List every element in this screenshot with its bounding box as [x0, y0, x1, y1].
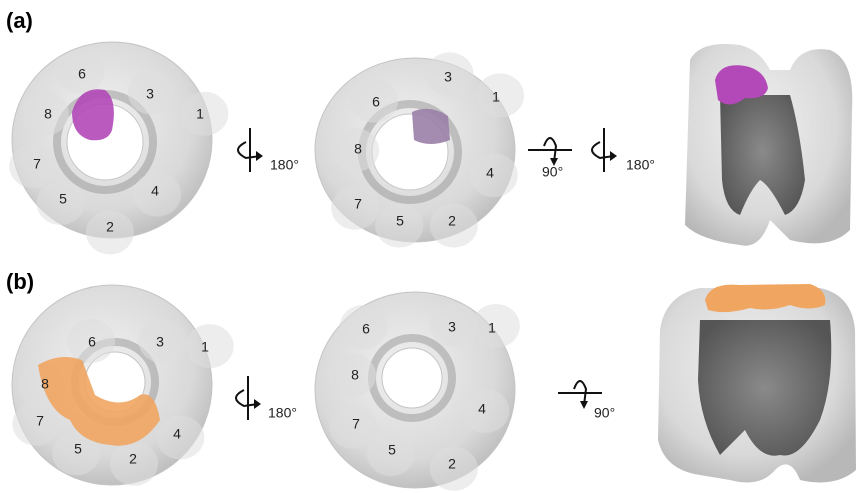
subunit-label: 6: [372, 94, 380, 110]
arrow-head: [256, 151, 263, 161]
subunit-label: 6: [78, 66, 86, 82]
subunit-label: 5: [396, 213, 404, 229]
subunit-lobe: [476, 73, 524, 117]
subunit-lobe: [186, 324, 234, 368]
subunit-label: 5: [388, 442, 396, 458]
subunit-label: 2: [448, 456, 456, 472]
density-maps: [9, 42, 856, 491]
subunit-label: 5: [59, 191, 67, 207]
subunit-label: 1: [196, 106, 204, 122]
rotation-label: 180°: [270, 157, 299, 173]
subunit-label: 4: [151, 183, 159, 199]
subunit-label: 2: [106, 219, 114, 235]
subunit-label: 2: [448, 213, 456, 229]
ligand-density: [705, 284, 825, 312]
rotation-label: 180°: [626, 157, 655, 173]
subunit-label: 1: [492, 89, 500, 105]
subunit-label: 7: [36, 413, 44, 429]
subunit-label: 3: [444, 69, 452, 85]
subunit-label: 8: [354, 141, 362, 157]
rotation-label: 90°: [594, 405, 615, 421]
subunit-label: 6: [362, 321, 370, 337]
subunit-label: 8: [44, 106, 52, 122]
rotation-label: 90°: [542, 164, 563, 180]
subunit-label: 8: [351, 367, 359, 383]
subunit-lobe: [180, 92, 228, 136]
arrow-head: [254, 399, 261, 409]
subunit-label: 7: [352, 416, 360, 432]
subunit-label: 4: [486, 165, 494, 181]
ligand-density: [412, 109, 450, 144]
subunit-label: 3: [448, 319, 456, 335]
subunit-label: 5: [74, 441, 82, 457]
rotation-label: 180°: [268, 405, 297, 421]
subunit-label: 7: [354, 196, 362, 212]
arrow-head: [580, 401, 588, 409]
subunit-label: 2: [129, 451, 137, 467]
subunit-label: 8: [41, 376, 49, 392]
subunit-label: 4: [478, 401, 486, 417]
subunit-label: 7: [33, 156, 41, 172]
subunit-label: 3: [146, 86, 154, 102]
subunit-label: 6: [88, 334, 96, 350]
subunit-label: 1: [201, 339, 209, 355]
ring-inner-shadow: [372, 338, 452, 418]
panel-label: (b): [6, 269, 34, 294]
arrow-head: [610, 151, 617, 161]
subunit-label: 3: [156, 334, 164, 350]
subunit-label: 4: [173, 426, 181, 442]
subunit-label: 1: [488, 320, 496, 336]
panel-label: (a): [6, 8, 33, 33]
figure: (a) (b) 6 3 1 8 7 5 2 4 3 1 6 8 4 7 5 2 6 3 1 8 7 5 2 4 6 3 1 8 4 7 5 2…: [0, 0, 868, 493]
